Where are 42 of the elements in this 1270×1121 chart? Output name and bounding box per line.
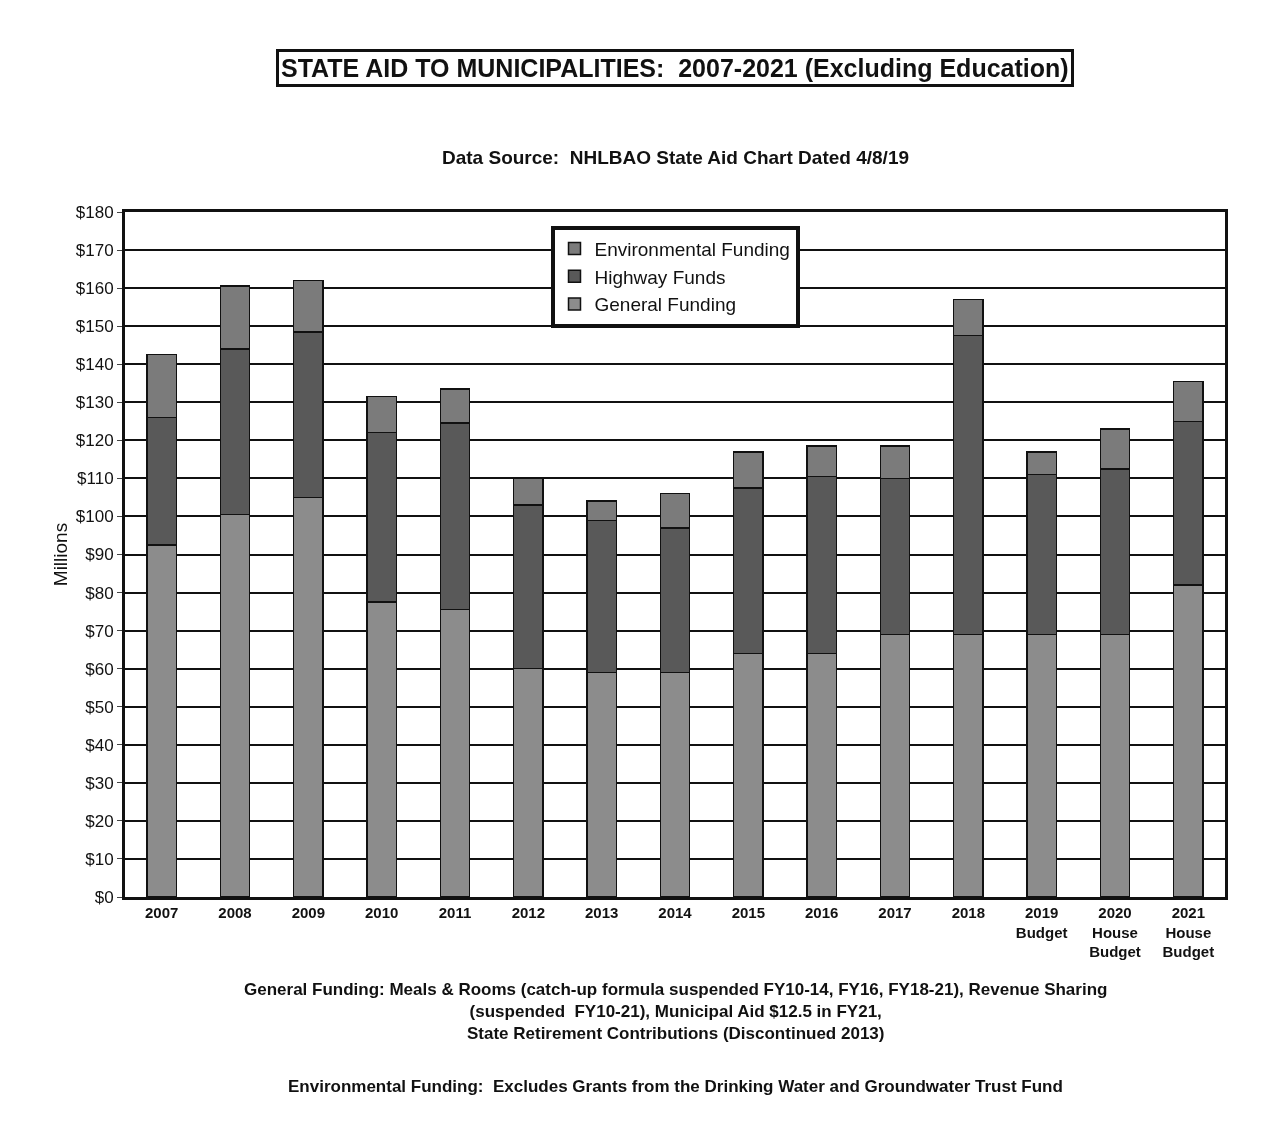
y-tick-label: $50 bbox=[85, 697, 114, 717]
x-tick-label: 2016 bbox=[804, 904, 839, 921]
x-tick-label: 2008 bbox=[218, 904, 252, 921]
x-tick-label: 2019 Budget bbox=[1015, 904, 1068, 941]
y-tick-label: $10 bbox=[85, 849, 114, 869]
chart-title: STATE AID TO MUNICIPALITIES: 2007-2021 (Excluding Education) bbox=[281, 54, 1069, 82]
x-tick-label: 2020 House Budget bbox=[1089, 904, 1141, 960]
legend-label: General Funding bbox=[594, 294, 737, 316]
x-tick-label: 2017 bbox=[878, 904, 912, 921]
y-tick-label: $60 bbox=[85, 659, 114, 679]
x-tick-label: 2007 bbox=[144, 904, 179, 921]
y-tick-label: $140 bbox=[75, 355, 114, 375]
y-tick-label: $150 bbox=[75, 317, 114, 337]
legend-label: Highway Funds bbox=[594, 266, 726, 288]
x-tick-label: 2015 bbox=[731, 904, 766, 921]
legend-label: Environmental Funding bbox=[594, 238, 790, 260]
y-tick-label: $90 bbox=[85, 545, 114, 565]
y-tick-label: $100 bbox=[75, 507, 114, 527]
x-tick-label: 2011 bbox=[438, 904, 472, 921]
x-tick-label: 2018 bbox=[951, 904, 986, 921]
x-tick-label: 2014 bbox=[658, 904, 693, 921]
y-tick-label: $80 bbox=[85, 583, 114, 603]
y-tick-label: $40 bbox=[85, 735, 114, 755]
y-tick-label: $120 bbox=[75, 431, 114, 451]
y-axis-title: Millions bbox=[49, 522, 71, 587]
y-tick-label: $30 bbox=[85, 773, 114, 793]
x-tick-label: 2012 bbox=[511, 904, 546, 921]
y-tick-label: $180 bbox=[75, 202, 114, 222]
y-tick-label: $160 bbox=[75, 279, 114, 299]
chart-subtitle: Data Source: NHLBAO State Aid Chart Dated 4/8/19 bbox=[442, 147, 910, 168]
y-tick-label: $130 bbox=[75, 393, 114, 413]
x-tick-label: 2010 bbox=[364, 904, 399, 921]
x-tick-label: 2013 bbox=[584, 904, 619, 921]
text: General Funding: Meals & Rooms (catch-up formula suspended FY10-14, FY16, FY18-21), Revenue Sharing (suspended FY10-21), Municipal Aid $12.5 in FY21, State Retirement Contributions (Discontinued 2013) bbox=[244, 980, 1108, 1044]
y-tick-label: $0 bbox=[94, 887, 114, 907]
y-tick-label: $70 bbox=[85, 621, 114, 641]
y-tick-label: $170 bbox=[75, 241, 114, 261]
y-tick-label: $110 bbox=[77, 469, 114, 489]
text: Environmental Funding: Excludes Grants from the Drinking Water and Groundwater Trust Fund bbox=[288, 1077, 1063, 1096]
x-tick-label: 2009 bbox=[291, 904, 326, 921]
x-tick-label: 2021 House Budget bbox=[1162, 904, 1215, 960]
y-tick-label: $20 bbox=[85, 811, 114, 831]
